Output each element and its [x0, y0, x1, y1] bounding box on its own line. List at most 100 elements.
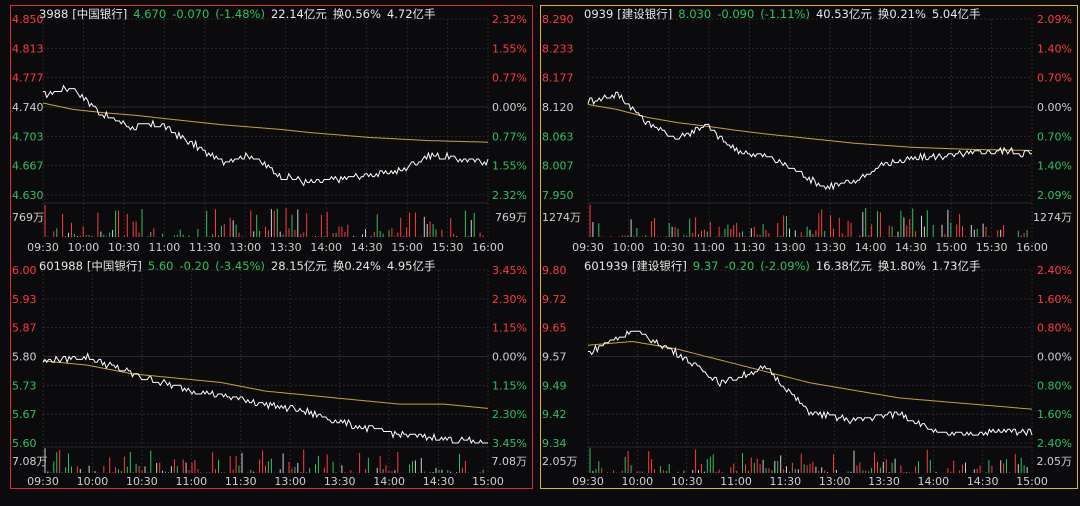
volume-bars	[44, 204, 484, 237]
turnover: 22.14亿元	[270, 7, 327, 21]
pct-tick-label: 2.09%	[1037, 13, 1072, 26]
time-tick-label: 11:30	[769, 475, 801, 488]
time-tick-label: 10:00	[621, 475, 653, 488]
time-tick-label: 13:30	[270, 241, 302, 254]
time-tick-label: 11:30	[734, 241, 766, 254]
pct-tick-label: 0.00%	[1037, 351, 1072, 364]
pct-tick-label: 0.80%	[1037, 379, 1072, 392]
price-tick-label: 5.80	[12, 351, 37, 364]
time-tick-label: 15:00	[935, 241, 967, 254]
time-tick-label: 14:00	[310, 241, 342, 254]
quote-header: 3988 [中国银行] 4.670 -0.070 (-1.48%) 22.14亿元 换0.5…	[39, 5, 442, 23]
time-tick-label: 09:30	[572, 475, 604, 488]
price-tick-label: 4.667	[12, 160, 44, 173]
volume-max-label: 1274万	[1033, 211, 1072, 224]
time-tick-label: 14:30	[351, 241, 383, 254]
time-tick-label: 15:30	[432, 241, 464, 254]
price-tick-label: 5.73	[12, 379, 37, 392]
price-tick-label: 8.063	[542, 130, 574, 143]
price-tick-label: 9.72	[542, 293, 567, 306]
intraday-chart[interactable]: 9.80 2.40% 9.72 1.60% 9.65 0.80% 9.57 0.00% 9.49…	[540, 257, 1078, 488]
volume-total: 4.72亿手	[386, 7, 436, 21]
panel-3988[interactable]: 3988 [中国银行] 4.670 -0.070 (-1.48%) 22.14亿元 换0.5…	[10, 5, 533, 255]
time-tick-label: 10:00	[613, 241, 645, 254]
time-tick-label: 15:30	[976, 241, 1008, 254]
turnover: 40.53亿元	[815, 7, 872, 21]
pct-tick-label: 0.00%	[492, 101, 527, 114]
avg-price-line	[42, 360, 489, 409]
pct-tick-label: 1.15%	[492, 379, 527, 392]
last-price: 4.670	[133, 7, 167, 21]
volume-max-label: 7.08万	[492, 455, 528, 468]
panel-0939[interactable]: 0939 [建设银行] 8.030 -0.090 (-1.11%) 40.53亿元 换0.2…	[540, 5, 1078, 255]
price-change: -0.090	[717, 7, 755, 21]
time-tick-label: 11:00	[720, 475, 752, 488]
time-tick-label: 16:00	[1016, 241, 1048, 254]
price-tick-label: 8.290	[542, 13, 574, 26]
price-tick-label: 8.007	[542, 160, 574, 173]
intraday-chart[interactable]: 8.290 2.09% 8.233 1.40% 8.177 0.70% 8.120 0.00%…	[540, 5, 1078, 255]
time-tick-label: 10:00	[77, 475, 109, 488]
avg-price-line	[42, 102, 489, 143]
time-tick-label: 13:00	[229, 241, 261, 254]
time-tick-label: 11:00	[693, 241, 725, 254]
volume-max-label: 2.05万	[542, 455, 578, 468]
pct-tick-label: 2.40%	[1037, 437, 1072, 450]
time-tick-label: 11:30	[225, 475, 257, 488]
time-tick-label: 10:30	[671, 475, 703, 488]
intraday-chart[interactable]: 6.00 3.45% 5.93 2.30% 5.87 1.15% 5.80 0.00% 5.73…	[10, 257, 533, 488]
price-tick-label: 4.777	[12, 72, 44, 85]
time-tick-label: 09:30	[572, 241, 604, 254]
pct-tick-label: 1.55%	[492, 42, 527, 55]
price-tick-label: 4.740	[12, 101, 44, 114]
price-line	[588, 330, 1033, 437]
price-tick-label: 4.850	[12, 13, 44, 26]
pct-tick-label: 0.70%	[1037, 130, 1072, 143]
price-change: -0.20	[724, 259, 755, 273]
avg-price-line	[587, 103, 1033, 151]
price-line	[43, 84, 489, 187]
time-tick-label: 15:00	[391, 241, 423, 254]
time-tick-label: 09:30	[27, 475, 59, 488]
price-change: -0.20	[179, 259, 210, 273]
last-price: 8.030	[678, 7, 712, 21]
price-tick-label: 5.67	[12, 408, 37, 421]
pct-change: (-1.11%)	[760, 7, 810, 21]
pct-tick-label: 0.77%	[492, 130, 527, 143]
pct-tick-label: 2.32%	[492, 189, 527, 202]
time-tick-label: 10:30	[108, 241, 140, 254]
pct-tick-label: 1.60%	[1037, 408, 1072, 421]
avg-price-line	[587, 340, 1033, 410]
volume-bars	[44, 448, 484, 473]
time-tick-label: 10:30	[653, 241, 685, 254]
time-tick-label: 16:00	[472, 241, 504, 254]
volume-bars	[589, 448, 1028, 473]
quote-header: 0939 [建设银行] 8.030 -0.090 (-1.11%) 40.53亿元 换0.2…	[584, 5, 987, 23]
time-tick-label: 11:00	[175, 475, 207, 488]
time-tick-label: 13:30	[324, 475, 356, 488]
panel-601939[interactable]: 601939 [建设银行] 9.37 -0.20 (-2.09%) 16.38亿元 换1.8…	[540, 257, 1078, 488]
panel-601988[interactable]: 601988 [中国银行] 5.60 -0.20 (-3.45%) 28.15亿元 换0.2…	[10, 257, 533, 488]
time-tick-label: 14:00	[917, 475, 949, 488]
stock-code: 0939	[584, 7, 614, 21]
pct-tick-label: 2.30%	[492, 408, 527, 421]
price-tick-label: 9.49	[542, 379, 567, 392]
time-tick-label: 15:00	[472, 475, 504, 488]
pct-tick-label: 0.77%	[492, 72, 527, 85]
price-line	[42, 351, 488, 445]
intraday-chart[interactable]: 4.850 2.32% 4.813 1.55% 4.777 0.77% 4.740 0.00%…	[10, 5, 533, 255]
time-tick-label: 13:00	[774, 241, 806, 254]
turnover-rate: 换0.21%	[877, 7, 926, 21]
pct-tick-label: 2.40%	[1037, 264, 1072, 277]
volume-max-label: 769万	[495, 211, 527, 224]
time-tick-label: 13:00	[274, 475, 306, 488]
price-line	[587, 91, 1032, 191]
price-tick-label: 9.65	[542, 322, 567, 335]
pct-tick-label: 3.45%	[492, 437, 527, 450]
time-tick-label: 13:30	[814, 241, 846, 254]
pct-tick-label: 1.60%	[1037, 293, 1072, 306]
price-tick-label: 4.703	[12, 130, 44, 143]
stock-code: 3988	[39, 7, 69, 21]
price-tick-label: 9.80	[542, 264, 567, 277]
time-tick-label: 11:30	[189, 241, 221, 254]
